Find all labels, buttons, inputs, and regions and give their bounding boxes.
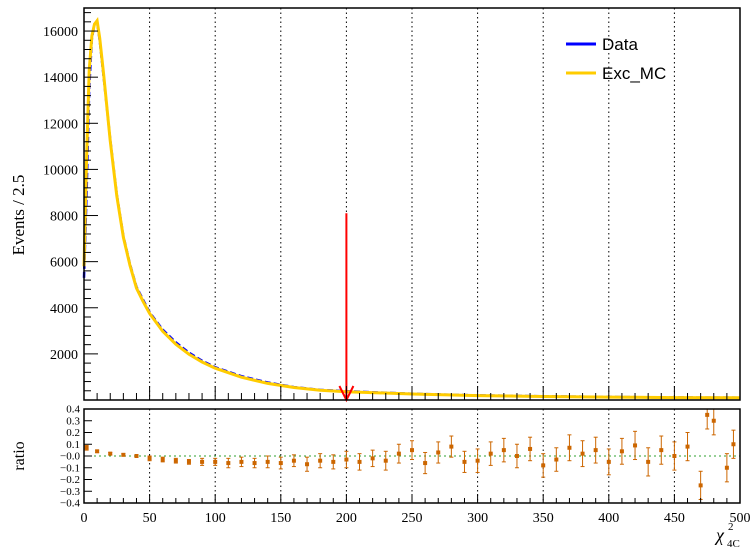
ratio-point: [278, 461, 283, 466]
x-tick-label: 200: [336, 511, 357, 526]
ratio-point: [410, 448, 414, 453]
main-y-tick-label: 2000: [50, 348, 78, 363]
ratio-point: [731, 442, 736, 447]
main-y-tick-label: 8000: [50, 210, 78, 225]
ratio-y-tick-label: 0.1: [66, 439, 80, 451]
ratio-point: [200, 459, 205, 464]
x-axis-label-base: χ: [714, 525, 725, 545]
ratio-point: [462, 459, 467, 464]
ratio-y-tick-label: −0.4: [60, 498, 80, 510]
main-y-tick-label: 10000: [43, 163, 78, 178]
ratio-point: [344, 457, 349, 462]
ratio-point: [305, 462, 310, 467]
x-tick-label: 450: [664, 511, 685, 526]
ratio-point: [108, 451, 113, 456]
ratio-point: [672, 454, 677, 458]
ratio-point: [213, 459, 218, 464]
ratio-point: [711, 418, 716, 423]
ratio-point: [488, 451, 493, 456]
ratio-x-ticks: [83, 494, 741, 503]
main-y-axis-label: Events / 2.5: [9, 175, 28, 256]
ratio-point: [646, 459, 651, 464]
legend: Data Exc_MC: [566, 35, 666, 83]
ratio-point: [265, 459, 270, 464]
ratio-y-tick-label: 0.3: [66, 415, 80, 427]
ratio-point: [147, 456, 152, 461]
x-tick-label: 50: [143, 511, 157, 526]
x-tick-label: 500: [730, 511, 751, 526]
ratio-y-tick-label: 0.2: [66, 427, 80, 439]
ratio-point: [580, 451, 585, 456]
ratio-point: [134, 454, 139, 458]
ratio-y-tick-label: 0.4: [66, 404, 80, 416]
ratio-point: [593, 448, 598, 453]
main-y-tick-label: 16000: [43, 25, 78, 40]
ratio-y-tick-label: −0.3: [60, 486, 80, 498]
x-tick-label: 0: [81, 511, 88, 526]
ratio-point: [633, 443, 638, 448]
x-axis-label: χ 2 4C: [714, 521, 740, 550]
ratio-point: [501, 448, 506, 453]
x-axis-label-sub: 4C: [727, 538, 740, 550]
ratio-point: [475, 458, 480, 463]
ratio-point: [567, 445, 572, 450]
ratio-point: [396, 451, 401, 456]
ratio-points-layer: [84, 408, 736, 500]
ratio-point: [121, 452, 126, 457]
ratio-point: [239, 459, 244, 464]
ratio-vertical-grid: [84, 409, 740, 503]
legend-label-data: Data: [602, 35, 638, 54]
ratio-point: [331, 459, 336, 464]
ratio-point: [423, 461, 428, 466]
main-x-ticks: [83, 386, 741, 400]
ratio-point: [514, 454, 519, 458]
ratio-y-axis-label: ratio: [11, 441, 28, 470]
ratio-point: [449, 444, 454, 449]
main-y-tick-label: 4000: [50, 302, 78, 317]
ratio-point: [252, 461, 257, 466]
x-tick-label: 250: [402, 511, 423, 526]
ratio-y-ticks: −0.4−0.3−0.2−0.1−0.00.10.20.30.4: [60, 404, 92, 510]
x-tick-label: 400: [598, 511, 619, 526]
x-tick-label: 100: [205, 511, 226, 526]
main-y-ticks: 2000 4000 6000 8000 10000 12000 14000 16000: [43, 12, 98, 401]
cut-arrow: [338, 213, 355, 403]
ratio-point: [160, 457, 165, 462]
ratio-point: [318, 458, 323, 463]
ratio-point: [698, 483, 703, 488]
ratio-point: [226, 461, 231, 466]
main-y-tick-label: 12000: [43, 117, 78, 132]
ratio-point: [554, 457, 559, 462]
ratio-point: [685, 444, 690, 449]
ratio-point: [370, 456, 375, 461]
ratio-point: [541, 463, 546, 468]
x-tick-label: 300: [467, 511, 488, 526]
ratio-point: [606, 459, 611, 464]
x-tick-label: 350: [533, 511, 554, 526]
x-tick-labels: 0 50 100 150 200 250 300 350 400 450 500: [81, 511, 751, 526]
ratio-point: [84, 445, 89, 450]
legend-label-excmc: Exc_MC: [602, 64, 666, 83]
ratio-y-tick-label: −0.0: [60, 451, 80, 463]
ratio-point: [291, 458, 296, 463]
ratio-point: [357, 459, 362, 464]
main-y-tick-label: 6000: [50, 256, 78, 271]
ratio-y-tick-label: −0.1: [60, 462, 80, 474]
ratio-y-tick-label: −0.2: [60, 474, 80, 486]
ratio-point: [383, 458, 388, 463]
ratio-point: [619, 449, 624, 454]
x-tick-label: 150: [270, 511, 291, 526]
ratio-point: [705, 412, 710, 417]
ratio-point: [724, 465, 729, 470]
ratio-point: [528, 446, 533, 451]
ratio-point: [659, 448, 664, 453]
main-vertical-grid: [149, 8, 675, 400]
x-axis-label-sup: 2: [728, 521, 734, 533]
main-y-tick-label: 14000: [43, 71, 78, 86]
ratio-point: [436, 450, 441, 455]
ratio-point: [95, 449, 100, 454]
ratio-point: [173, 458, 178, 463]
ratio-point: [186, 459, 191, 464]
